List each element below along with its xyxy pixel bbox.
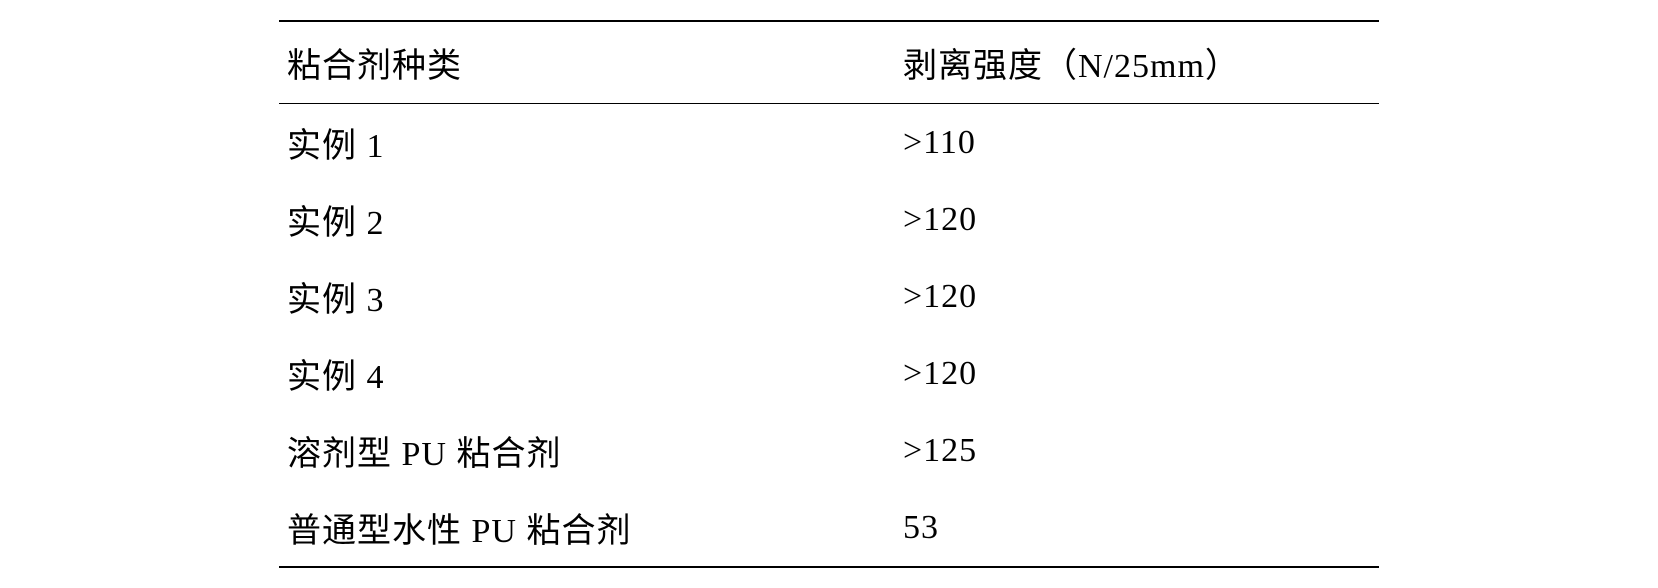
col-header-adhesive-type: 粘合剂种类: [279, 21, 895, 104]
table-row: 实例 1 >110: [279, 104, 1379, 182]
data-table: 粘合剂种类 剥离强度（N/25mm） 实例 1 >110 实例 2 >120 实…: [279, 20, 1379, 568]
cell-peel-strength: >120: [895, 258, 1379, 335]
cell-peel-strength: >120: [895, 181, 1379, 258]
table-row: 普通型水性 PU 粘合剂 53: [279, 489, 1379, 567]
cell-adhesive-type: 溶剂型 PU 粘合剂: [279, 412, 895, 489]
table-row: 溶剂型 PU 粘合剂 >125: [279, 412, 1379, 489]
cell-adhesive-type: 普通型水性 PU 粘合剂: [279, 489, 895, 567]
table-row: 实例 3 >120: [279, 258, 1379, 335]
cell-adhesive-type: 实例 1: [279, 104, 895, 182]
table-row: 实例 4 >120: [279, 335, 1379, 412]
cell-peel-strength: >125: [895, 412, 1379, 489]
table-row: 实例 2 >120: [279, 181, 1379, 258]
cell-adhesive-type: 实例 4: [279, 335, 895, 412]
table-header-row: 粘合剂种类 剥离强度（N/25mm）: [279, 21, 1379, 104]
cell-peel-strength: >110: [895, 104, 1379, 182]
cell-peel-strength: >120: [895, 335, 1379, 412]
cell-adhesive-type: 实例 3: [279, 258, 895, 335]
cell-adhesive-type: 实例 2: [279, 181, 895, 258]
adhesive-peel-strength-table: 粘合剂种类 剥离强度（N/25mm） 实例 1 >110 实例 2 >120 实…: [279, 20, 1379, 568]
cell-peel-strength: 53: [895, 489, 1379, 567]
col-header-peel-strength: 剥离强度（N/25mm）: [895, 21, 1379, 104]
